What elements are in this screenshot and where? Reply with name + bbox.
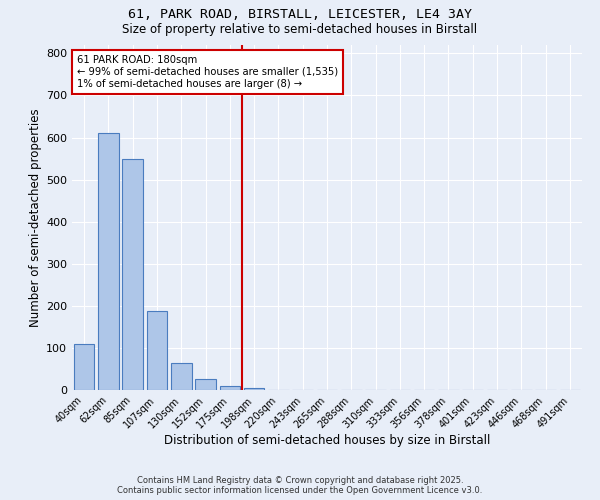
Bar: [122, 159, 143, 390]
Bar: [195, 378, 216, 390]
Bar: [244, 388, 265, 390]
Bar: [74, 344, 94, 390]
Y-axis label: Number of semi-detached properties: Number of semi-detached properties: [29, 108, 42, 327]
Bar: [220, 386, 240, 390]
Text: 61 PARK ROAD: 180sqm
← 99% of semi-detached houses are smaller (1,535)
1% of sem: 61 PARK ROAD: 180sqm ← 99% of semi-detac…: [77, 56, 338, 88]
Text: 61, PARK ROAD, BIRSTALL, LEICESTER, LE4 3AY: 61, PARK ROAD, BIRSTALL, LEICESTER, LE4 …: [128, 8, 472, 20]
Bar: [98, 132, 119, 390]
Bar: [171, 364, 191, 390]
Text: Contains HM Land Registry data © Crown copyright and database right 2025.
Contai: Contains HM Land Registry data © Crown c…: [118, 476, 482, 495]
Bar: [146, 311, 167, 390]
X-axis label: Distribution of semi-detached houses by size in Birstall: Distribution of semi-detached houses by …: [164, 434, 490, 447]
Text: Size of property relative to semi-detached houses in Birstall: Size of property relative to semi-detach…: [122, 22, 478, 36]
